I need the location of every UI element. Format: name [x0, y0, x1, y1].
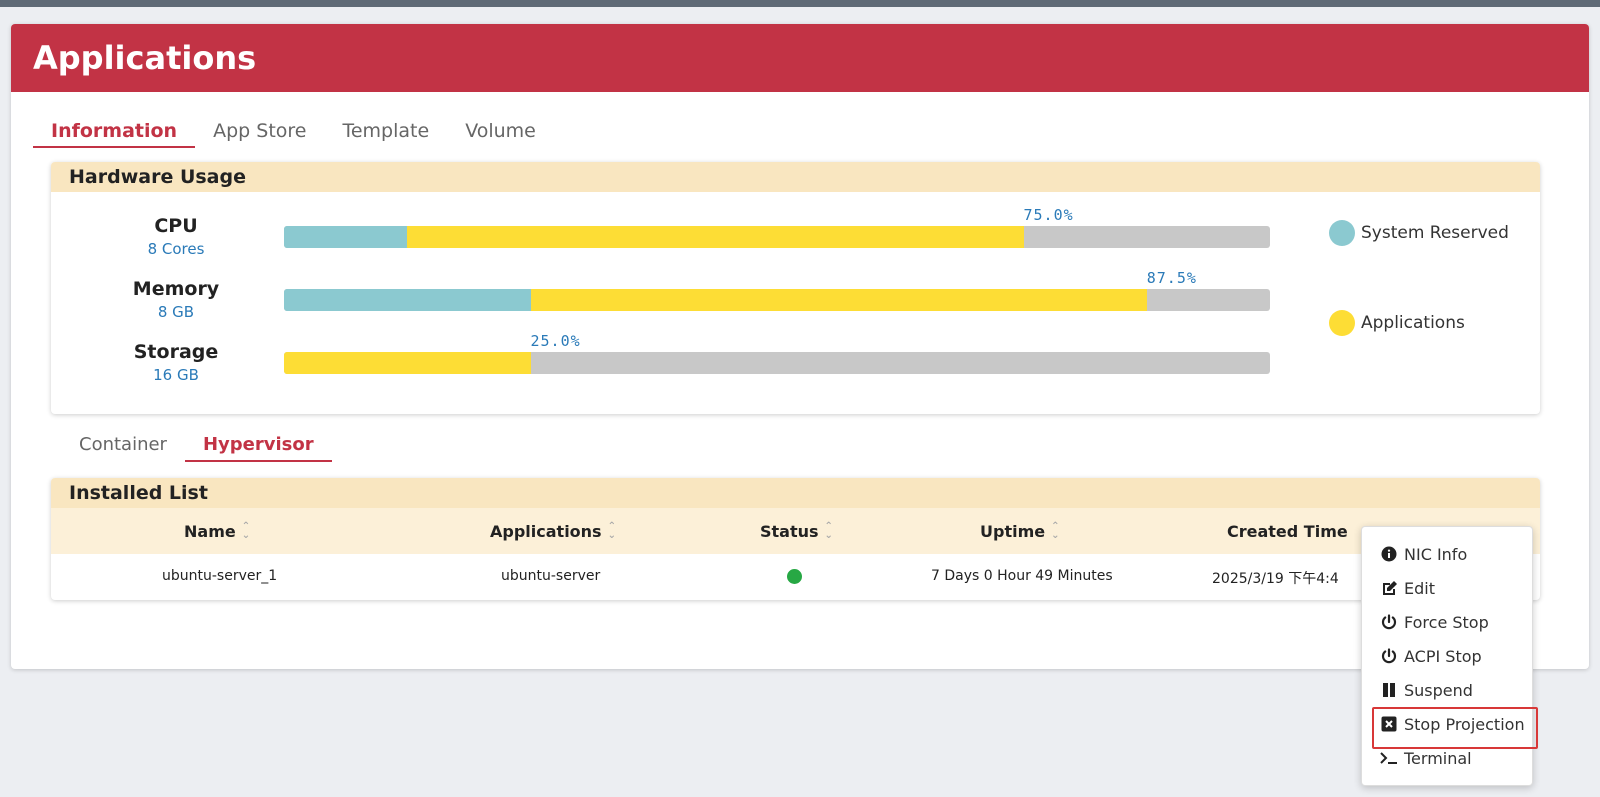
legend-label: System Reserved [1361, 223, 1509, 243]
applications-panel: Applications Information App Store Templ… [11, 24, 1589, 669]
legend-applications: Applications [1329, 310, 1465, 336]
storage-app-segment [284, 352, 531, 374]
cell-created-time: 2025/3/19 下午4:4 [1212, 571, 1339, 587]
hw-value: 8 GB [157, 303, 195, 321]
hw-label-memory: Memory 8 GB [111, 277, 241, 323]
table-header: Name ⌃ ⌄ Applications ⌃ ⌄ Status ⌃ ⌄ Uptime… [51, 508, 1540, 554]
menu-item-label: Terminal [1404, 748, 1472, 768]
menu-item-label: Edit [1404, 578, 1435, 598]
tab-app-store[interactable]: App Store [213, 120, 307, 142]
menu-item-stop-projection[interactable]: Stop Projection [1362, 707, 1538, 749]
hw-name: CPU [154, 215, 198, 237]
cell-uptime: 7 Days 0 Hour 49 Minutes [931, 568, 1113, 584]
hw-value: 8 Cores [147, 240, 205, 258]
menu-item-suspend[interactable]: Suspend [1362, 673, 1532, 707]
column-header-label: Created Time [1227, 521, 1348, 541]
close-box-icon [1380, 716, 1398, 732]
installed-list-title: Installed List [51, 478, 1540, 508]
menu-item-label: Force Stop [1404, 612, 1489, 632]
pause-icon [1380, 682, 1398, 698]
sort-icon[interactable]: ⌃ ⌄ [607, 521, 616, 541]
sort-icon[interactable]: ⌃ ⌄ [1051, 521, 1060, 541]
page-title: Applications [33, 39, 257, 77]
cpu-usage-bar [284, 226, 1270, 248]
column-header-label: Applications [490, 521, 602, 541]
hw-row-storage: Storage 16 GB 25.0% [51, 332, 1540, 398]
menu-item-nic-info[interactable]: NIC Info [1362, 537, 1532, 571]
terminal-icon [1380, 751, 1398, 765]
column-header-label: Status [760, 521, 819, 541]
hw-label-cpu: CPU 8 Cores [111, 214, 241, 260]
menu-item-acpi-stop[interactable]: ACPI Stop [1362, 639, 1532, 673]
tab-hypervisor[interactable]: Hypervisor [184, 432, 332, 462]
sort-icon[interactable]: ⌃ ⌄ [824, 521, 833, 541]
hw-value: 16 GB [153, 366, 199, 384]
hardware-usage-title: Hardware Usage [51, 162, 1540, 192]
column-header-status[interactable]: Status ⌃ ⌄ [760, 522, 833, 541]
column-header-created-time[interactable]: Created Time [1227, 522, 1348, 541]
memory-app-segment [530, 289, 1147, 311]
menu-item-edit[interactable]: Edit [1362, 571, 1532, 605]
row-actions-menu: NIC Info Edit Force Stop ACPI Stop Suspe… [1361, 526, 1538, 786]
column-header-name[interactable]: Name ⌃ ⌄ [184, 522, 250, 541]
legend-system-reserved: System Reserved [1329, 220, 1509, 246]
main-tabs: Information App Store Template Volume [33, 118, 554, 148]
status-running-icon [787, 569, 802, 584]
info-circle-icon [1380, 546, 1398, 562]
tab-volume[interactable]: Volume [465, 120, 536, 142]
menu-item-label: ACPI Stop [1404, 646, 1482, 666]
hw-name: Memory [132, 278, 220, 300]
column-header-applications[interactable]: Applications ⌃ ⌄ [490, 522, 616, 541]
memory-percent: 87.5% [1146, 269, 1197, 287]
table-row[interactable]: ubuntu-server_1 ubuntu-server 7 Days 0 H… [51, 554, 1540, 600]
hw-row-memory: Memory 8 GB 87.5% [51, 269, 1540, 335]
sub-tabs: Container Hypervisor [61, 432, 332, 462]
memory-system-segment [284, 289, 531, 311]
memory-usage-bar [284, 289, 1270, 311]
storage-usage-bar [284, 352, 1270, 374]
legend-label: Applications [1361, 313, 1465, 333]
cpu-percent: 75.0% [1023, 206, 1074, 224]
hardware-usage-card: Hardware Usage CPU 8 Cores 75.0% Memory … [51, 162, 1540, 414]
sort-icon[interactable]: ⌃ ⌄ [241, 521, 251, 541]
hw-row-cpu: CPU 8 Cores 75.0% [51, 206, 1540, 272]
power-icon [1380, 648, 1398, 664]
column-header-label: Name [184, 521, 236, 541]
tab-container[interactable]: Container [79, 434, 167, 455]
legend-dot-icon [1329, 310, 1355, 336]
menu-item-label: Suspend [1404, 680, 1473, 700]
hw-name: Storage [133, 341, 219, 363]
installed-list-card: Installed List Name ⌃ ⌄ Applications ⌃ ⌄ S… [51, 478, 1540, 600]
power-icon [1380, 614, 1398, 630]
menu-item-force-stop[interactable]: Force Stop [1362, 605, 1532, 639]
top-strip [0, 0, 1600, 7]
tab-template[interactable]: Template [342, 120, 430, 142]
panel-header: Applications [11, 24, 1589, 92]
column-header-uptime[interactable]: Uptime ⌃ ⌄ [980, 522, 1060, 541]
hw-label-storage: Storage 16 GB [111, 340, 241, 386]
legend-dot-icon [1329, 220, 1355, 246]
cell-application: ubuntu-server [501, 568, 601, 584]
menu-item-terminal[interactable]: Terminal [1362, 741, 1532, 775]
storage-percent: 25.0% [530, 332, 581, 350]
column-header-label: Uptime [980, 521, 1046, 541]
cell-name: ubuntu-server_1 [162, 568, 278, 584]
edit-icon [1380, 580, 1398, 596]
menu-item-label: Stop Projection [1404, 714, 1525, 734]
tab-information[interactable]: Information [33, 118, 196, 148]
cpu-app-segment [407, 226, 1024, 248]
cpu-system-segment [284, 226, 408, 248]
menu-item-label: NIC Info [1404, 544, 1468, 564]
